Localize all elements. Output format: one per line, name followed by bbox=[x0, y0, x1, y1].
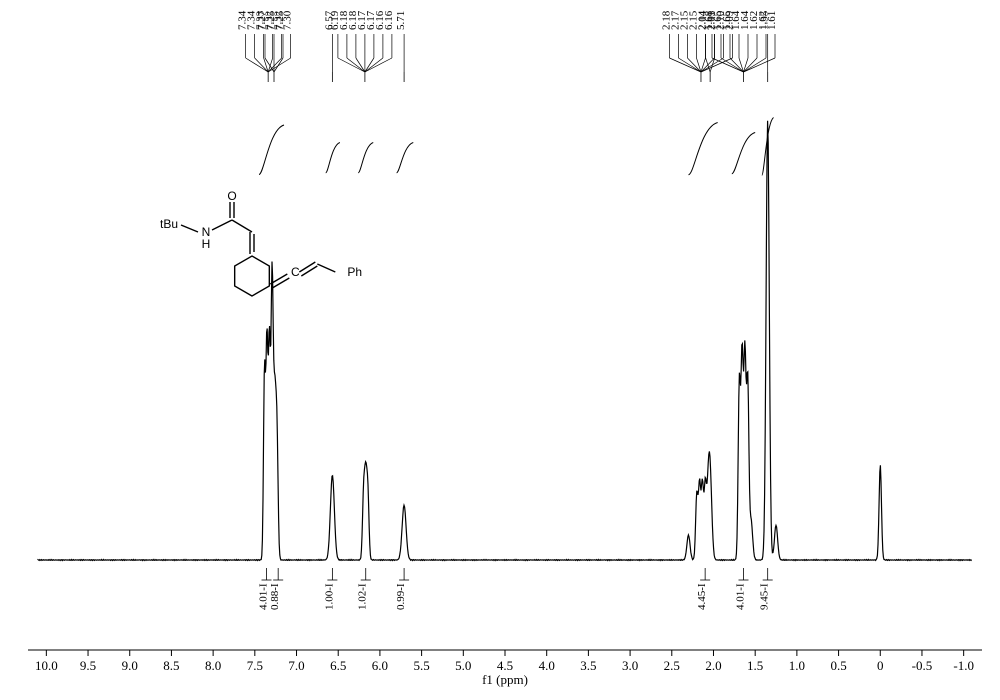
svg-text:4.45-I: 4.45-I bbox=[696, 583, 708, 610]
svg-text:Ph: Ph bbox=[347, 265, 362, 279]
svg-text:-1.0: -1.0 bbox=[953, 658, 974, 673]
svg-text:9.0: 9.0 bbox=[122, 658, 138, 673]
svg-text:0.5: 0.5 bbox=[830, 658, 846, 673]
svg-text:0.88-I: 0.88-I bbox=[269, 583, 281, 610]
nmr-spectrum-figure: -1.0 -0.5 0 0.5 1.0 1.5 2.0 2.5 3.0 3.5 4.0 4.5 5.0 5… bbox=[0, 0, 1000, 700]
svg-text:5.0: 5.0 bbox=[455, 658, 471, 673]
svg-text:4.01-I: 4.01-I bbox=[257, 583, 269, 610]
svg-text:2.5: 2.5 bbox=[664, 658, 680, 673]
svg-text:1.5: 1.5 bbox=[747, 658, 763, 673]
svg-text:1.0: 1.0 bbox=[789, 658, 805, 673]
svg-text:5.71: 5.71 bbox=[395, 11, 407, 30]
svg-text:5.5: 5.5 bbox=[413, 658, 429, 673]
svg-text:1.00-I: 1.00-I bbox=[323, 583, 335, 610]
svg-text:6.5: 6.5 bbox=[330, 658, 346, 673]
svg-text:6.16: 6.16 bbox=[383, 10, 395, 30]
svg-text:10.0: 10.0 bbox=[35, 658, 58, 673]
svg-text:9.45-I: 9.45-I bbox=[759, 583, 771, 610]
svg-text:0: 0 bbox=[877, 658, 884, 673]
svg-text:4.0: 4.0 bbox=[539, 658, 555, 673]
svg-text:tBu: tBu bbox=[160, 217, 178, 231]
svg-text:1.02-I: 1.02-I bbox=[357, 583, 369, 610]
svg-text:f1 (ppm): f1 (ppm) bbox=[482, 672, 528, 687]
svg-text:2.0: 2.0 bbox=[705, 658, 721, 673]
svg-text:1.35: 1.35 bbox=[759, 10, 771, 30]
svg-text:C: C bbox=[291, 265, 300, 279]
svg-text:9.5: 9.5 bbox=[80, 658, 96, 673]
nmr-svg: -1.0 -0.5 0 0.5 1.0 1.5 2.0 2.5 3.0 3.5 4.0 4.5 5.0 5… bbox=[0, 0, 1000, 700]
svg-text:O: O bbox=[227, 189, 236, 203]
svg-text:7.25: 7.25 bbox=[274, 10, 286, 30]
svg-text:3.5: 3.5 bbox=[580, 658, 596, 673]
svg-text:7.5: 7.5 bbox=[247, 658, 263, 673]
svg-text:H: H bbox=[202, 237, 211, 251]
svg-text:8.5: 8.5 bbox=[163, 658, 179, 673]
svg-text:3.0: 3.0 bbox=[622, 658, 638, 673]
svg-text:8.0: 8.0 bbox=[205, 658, 221, 673]
svg-text:4.5: 4.5 bbox=[497, 658, 513, 673]
svg-text:7.0: 7.0 bbox=[288, 658, 304, 673]
svg-text:-0.5: -0.5 bbox=[912, 658, 933, 673]
svg-text:4.01-I: 4.01-I bbox=[735, 583, 747, 610]
svg-text:6.0: 6.0 bbox=[372, 658, 388, 673]
svg-text:0.99-I: 0.99-I bbox=[395, 583, 407, 610]
